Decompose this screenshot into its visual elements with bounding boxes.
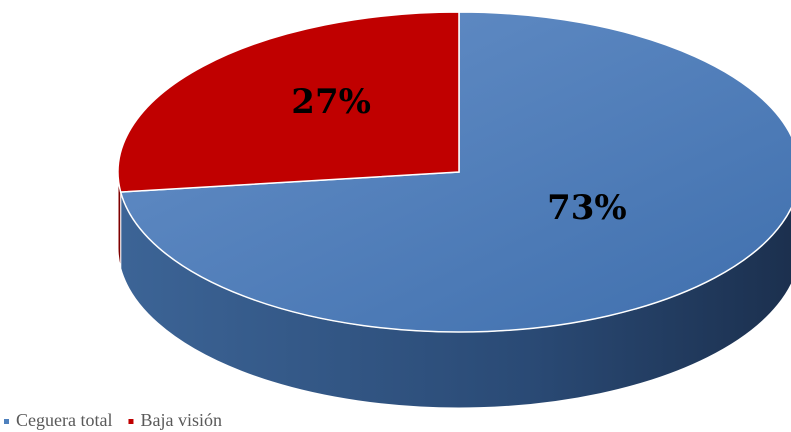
legend-label: Ceguera total (16, 410, 112, 430)
pie-slice (119, 11, 791, 333)
legend-label: Baja visión (140, 410, 222, 430)
data-label: 27% (291, 82, 371, 122)
legend-swatch (4, 419, 9, 424)
pie-slice (117, 11, 460, 193)
legend-swatch (128, 419, 134, 424)
data-label: 73% (547, 188, 627, 228)
